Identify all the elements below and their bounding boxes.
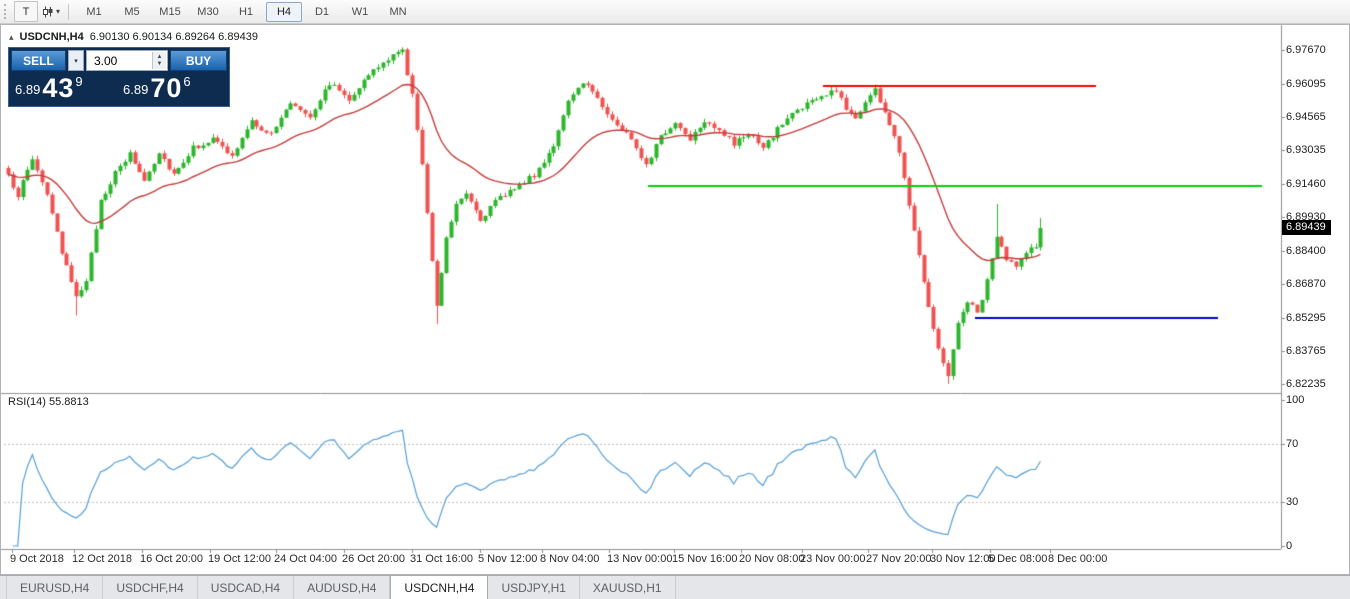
chart-tab-usdcad[interactable]: USDCAD,H4 bbox=[198, 576, 295, 599]
time-axis-label: 9 Oct 2018 bbox=[10, 553, 64, 565]
time-axis-label: 13 Nov 00:00 bbox=[607, 553, 673, 565]
price-axis-label: 6.91460 bbox=[1286, 178, 1326, 191]
candlestick-style-icon[interactable]: ▾ bbox=[40, 2, 62, 21]
chart-ohlc-values: 6.90130 6.90134 6.89264 6.89439 bbox=[89, 31, 258, 43]
price-axis-label: 6.86870 bbox=[1286, 277, 1326, 290]
sell-button[interactable]: SELL bbox=[11, 50, 66, 71]
timeframe-button-w1[interactable]: W1 bbox=[351, 5, 369, 18]
timeframe-button-m5[interactable]: M5 bbox=[124, 5, 140, 18]
chart-tab-audusd[interactable]: AUDUSD,H4 bbox=[294, 576, 391, 599]
price-axis-label: 6.93035 bbox=[1286, 144, 1326, 157]
time-axis-label: 31 Oct 16:00 bbox=[410, 553, 473, 565]
chart-toolbar: T ▾ M1 M5 M15 M30 H1 H4 D1 W1 MN bbox=[0, 0, 1350, 24]
time-axis-label: 12 Oct 2018 bbox=[72, 553, 132, 565]
chart-symbol-label: USDCNH,H4 bbox=[19, 31, 84, 43]
time-axis-label: 8 Nov 04:00 bbox=[540, 553, 600, 565]
time-axis-label: 16 Oct 20:00 bbox=[140, 553, 203, 565]
timeframe-button-h1[interactable]: H1 bbox=[238, 5, 254, 18]
timeframe-button-m30[interactable]: M30 bbox=[197, 5, 219, 18]
chart-window-icon-glyph: T bbox=[22, 5, 30, 18]
timeframe-button-h4[interactable]: H4 bbox=[266, 1, 302, 22]
time-axis-label: 27 Nov 20:00 bbox=[866, 553, 932, 565]
timeframe-button-group: M1 M5 M15 M30 H1 H4 D1 W1 MN bbox=[75, 1, 417, 22]
bid-pip-digit: 9 bbox=[75, 74, 83, 89]
dropdown-caret-icon: ▾ bbox=[55, 7, 60, 16]
chart-tab-xauusd[interactable]: XAUUSD,H1 bbox=[580, 576, 676, 599]
ask-big-digits: 70 bbox=[150, 73, 183, 103]
time-axis-label: 5 Dec 08:00 bbox=[988, 553, 1048, 565]
ask-pip-digit: 6 bbox=[183, 74, 191, 89]
bid-price[interactable]: 6.89 43 9 bbox=[11, 73, 119, 104]
chart-tab-usdchf[interactable]: USDCHF,H4 bbox=[103, 576, 198, 599]
lot-size-field[interactable]: 3.00 ▲ ▼ bbox=[86, 50, 168, 71]
candlestick-glyph bbox=[42, 6, 53, 17]
time-axis-label: 15 Nov 16:00 bbox=[672, 553, 738, 565]
time-axis-label: 19 Oct 12:00 bbox=[208, 553, 271, 565]
bid-big-digits: 43 bbox=[42, 73, 75, 103]
price-axis-label: 6.88400 bbox=[1286, 244, 1326, 257]
price-axis-label: 6.96095 bbox=[1286, 78, 1326, 91]
chart-ohlc-header: ▴ USDCNH,H4 6.90130 6.90134 6.89264 6.89… bbox=[9, 31, 258, 43]
current-price-tag: 6.89439 bbox=[1282, 220, 1331, 236]
price-axis-label: 6.94565 bbox=[1286, 111, 1326, 124]
rsi-indicator-label: RSI(14) 55.8813 bbox=[8, 396, 89, 408]
chart-tab-bar: EURUSD,H4 USDCHF,H4 USDCAD,H4 AUDUSD,H4 USDC… bbox=[0, 575, 1350, 599]
price-axis-label: 6.83765 bbox=[1286, 344, 1326, 357]
time-axis-label: 5 Nov 12:00 bbox=[478, 553, 538, 565]
timeframe-button-d1[interactable]: D1 bbox=[314, 5, 330, 18]
bid-prefix: 6.89 bbox=[15, 82, 41, 97]
one-click-trading-panel: SELL ▾ 3.00 ▲ ▼ BUY 6.89 43 9 6.89 70 6 bbox=[8, 47, 230, 107]
spinner-down-icon[interactable]: ▼ bbox=[156, 61, 163, 67]
lot-size-value: 3.00 bbox=[94, 53, 118, 68]
collapse-arrow-icon[interactable]: ▴ bbox=[9, 31, 14, 42]
chart-tab-usdjpy[interactable]: USDJPY,H1 bbox=[488, 576, 580, 599]
timeframe-button-m15[interactable]: M15 bbox=[159, 5, 181, 18]
rsi-axis-label: 100 bbox=[1286, 394, 1305, 406]
lot-size-spinner[interactable]: ▲ ▼ bbox=[152, 52, 166, 69]
price-axis-label: 6.97670 bbox=[1286, 44, 1326, 56]
rsi-axis-label: 0 bbox=[1286, 540, 1293, 552]
ask-price[interactable]: 6.89 70 6 bbox=[119, 73, 227, 104]
chart-tab-eurusd[interactable]: EURUSD,H4 bbox=[6, 576, 104, 599]
time-axis-label: 8 Dec 00:00 bbox=[1048, 553, 1108, 565]
time-axis-label: 24 Oct 04:00 bbox=[274, 553, 337, 565]
toolbar-grip[interactable] bbox=[4, 4, 9, 19]
toolbar-separator bbox=[68, 3, 69, 20]
time-axis-label: 23 Nov 00:00 bbox=[800, 553, 866, 565]
chart-tab-usdcnh[interactable]: USDCNH,H4 bbox=[390, 576, 489, 599]
price-axis-label: 6.82235 bbox=[1286, 378, 1326, 390]
spinner-up-icon[interactable]: ▲ bbox=[156, 54, 163, 60]
time-axis-label: 30 Nov 12:00 bbox=[930, 553, 996, 565]
timeframe-button-m1[interactable]: M1 bbox=[86, 5, 102, 18]
buy-button[interactable]: BUY bbox=[170, 50, 227, 71]
dropdown-arrow-icon: ▾ bbox=[74, 57, 78, 65]
lot-dropdown-button[interactable]: ▾ bbox=[68, 50, 84, 71]
time-axis-label: 20 Nov 08:00 bbox=[739, 553, 805, 565]
ask-prefix: 6.89 bbox=[123, 82, 149, 97]
chart-window-icon[interactable]: T bbox=[14, 1, 38, 22]
rsi-axis-label: 30 bbox=[1286, 496, 1299, 509]
rsi-axis-label: 70 bbox=[1286, 437, 1299, 450]
price-axis-label: 6.85295 bbox=[1286, 311, 1326, 324]
time-axis-label: 26 Oct 20:00 bbox=[342, 553, 405, 565]
timeframe-button-mn[interactable]: MN bbox=[389, 5, 407, 18]
